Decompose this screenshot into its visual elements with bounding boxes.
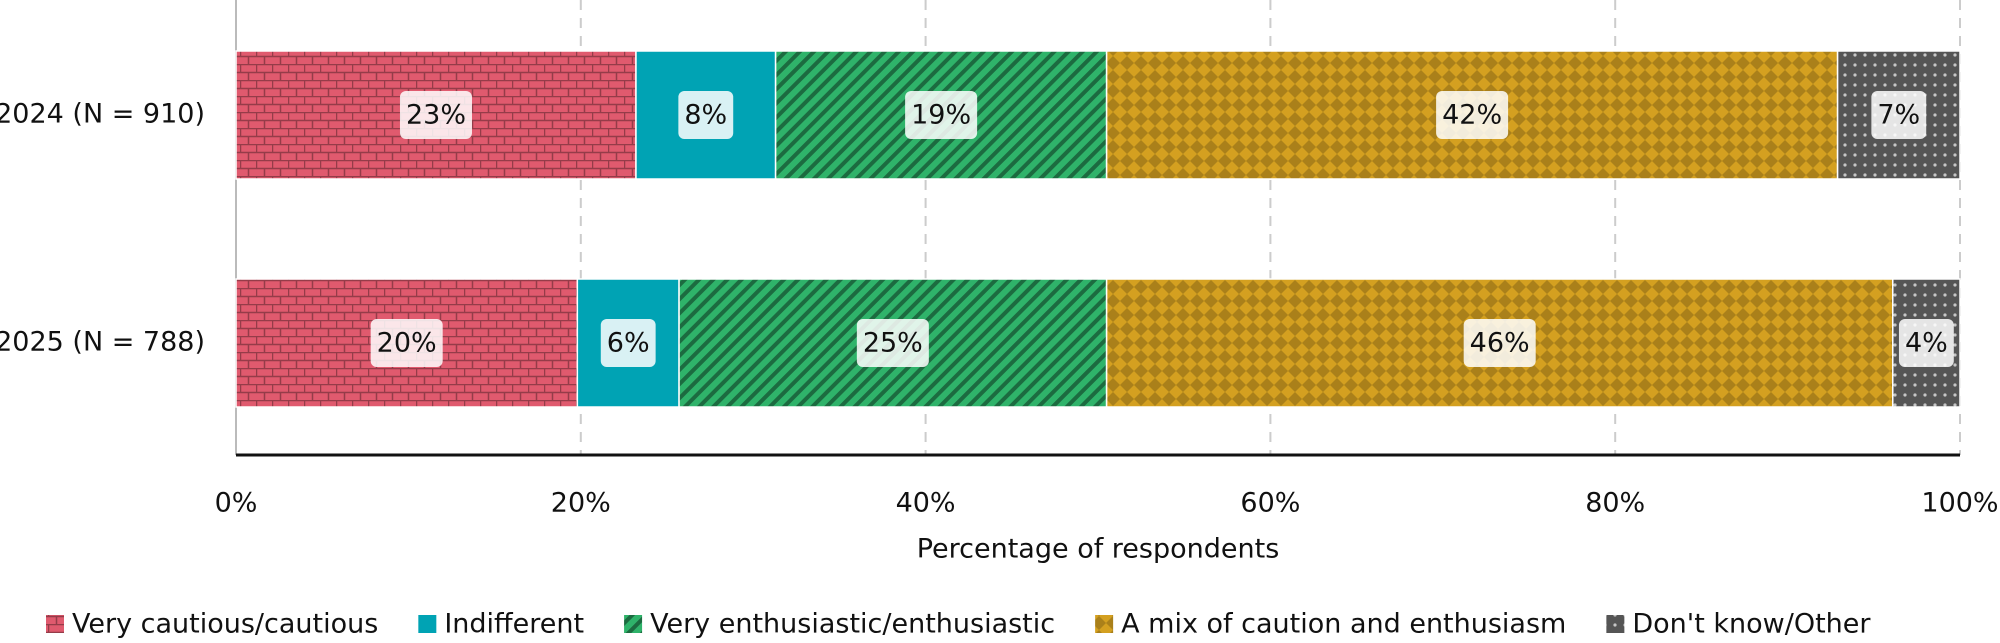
y-tick-label: 2024 (N = 910) xyxy=(0,99,205,130)
value-label: 23% xyxy=(406,100,466,131)
x-tick-label: 100% xyxy=(1921,488,1998,519)
legend-swatch xyxy=(418,615,437,633)
value-label: 25% xyxy=(863,328,923,359)
legend-swatch xyxy=(1095,615,1114,633)
value-label: 42% xyxy=(1442,100,1502,131)
value-label: 7% xyxy=(1877,100,1920,131)
value-label-box xyxy=(370,319,443,367)
value-label: 46% xyxy=(1470,328,1530,359)
legend-label: Don't know/Other xyxy=(1632,609,1871,640)
value-label-box xyxy=(1871,91,1927,139)
x-tick-label: 80% xyxy=(1585,488,1645,519)
value-label: 19% xyxy=(911,100,971,131)
legend-swatch xyxy=(1606,615,1625,633)
legend-label: Indifferent xyxy=(444,609,584,640)
value-label-box xyxy=(905,91,978,139)
y-tick-label: 2025 (N = 788) xyxy=(0,327,205,358)
value-label: 8% xyxy=(684,100,727,131)
x-axis-title: Percentage of respondents xyxy=(917,534,1280,565)
x-tick-label: 20% xyxy=(551,488,611,519)
value-label-box xyxy=(856,319,929,367)
value-label: 6% xyxy=(607,328,650,359)
value-label-box xyxy=(1463,319,1536,367)
value-label-box xyxy=(1436,91,1509,139)
legend-swatch xyxy=(46,615,64,633)
value-label: 20% xyxy=(377,328,437,359)
legend-label: A mix of caution and enthusiasm xyxy=(1121,609,1566,640)
legend-swatch xyxy=(624,615,643,633)
x-tick-label: 0% xyxy=(215,488,258,519)
value-label-box xyxy=(600,319,656,367)
x-tick-label: 40% xyxy=(896,488,956,519)
value-label-box xyxy=(399,91,472,139)
x-tick-label: 60% xyxy=(1240,488,1300,519)
value-label-box xyxy=(678,91,734,139)
legend-label: Very cautious/cautious xyxy=(72,609,378,640)
legend-label: Very enthusiastic/enthusiastic xyxy=(650,609,1055,640)
value-label-box xyxy=(1898,319,1954,367)
value-label: 4% xyxy=(1905,328,1948,359)
